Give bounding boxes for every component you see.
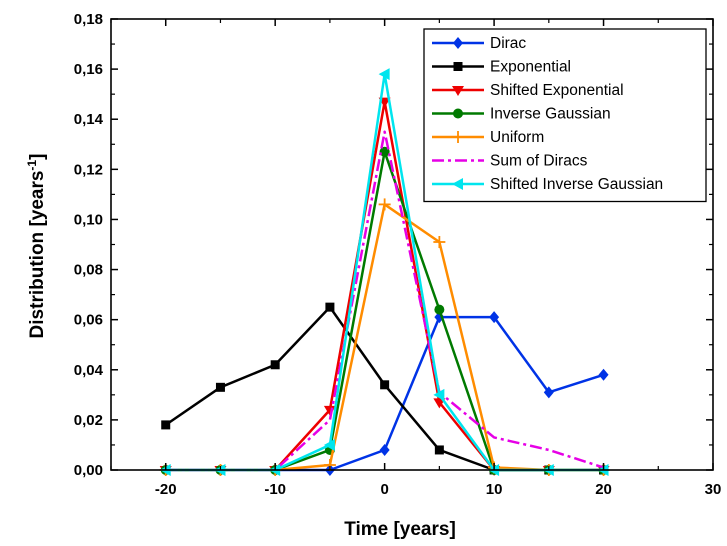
data-point bbox=[325, 302, 335, 312]
data-point bbox=[598, 368, 609, 381]
y-tick-label: 0,00 bbox=[74, 462, 103, 479]
legend-entry: Shifted Exponential bbox=[432, 82, 624, 99]
legend-label: Shifted Inverse Gaussian bbox=[490, 176, 663, 193]
data-point bbox=[378, 198, 391, 211]
legend-label: Sum of Diracs bbox=[490, 153, 588, 170]
legend: Dirac Exponential Shifted Exponential Inver… bbox=[423, 28, 707, 203]
x-tick-label: 10 bbox=[486, 481, 503, 498]
x-tick-label: -10 bbox=[264, 481, 286, 498]
legend-label: Shifted Exponential bbox=[490, 82, 624, 99]
y-tick-label: 0,04 bbox=[74, 362, 104, 379]
y-tick-label: 0,10 bbox=[74, 211, 103, 228]
y-tick-label: 0,16 bbox=[74, 61, 103, 78]
legend-label: Dirac bbox=[490, 35, 526, 52]
x-axis-title: Time [years] bbox=[344, 519, 456, 540]
data-point bbox=[378, 68, 390, 81]
y-tick-label: 0,18 bbox=[74, 11, 103, 28]
data-point bbox=[323, 438, 335, 451]
data-point bbox=[215, 382, 225, 392]
legend-marker bbox=[452, 86, 464, 96]
y-tick-label: 0,12 bbox=[74, 161, 103, 178]
x-tick-label: 30 bbox=[705, 481, 722, 498]
legend-entry: Sum of Diracs bbox=[432, 153, 588, 170]
data-point bbox=[434, 445, 444, 455]
y-axis-title-superscript: -1 bbox=[25, 160, 39, 171]
legend-entry: Exponential bbox=[432, 59, 571, 76]
y-tick-label: 0,08 bbox=[74, 262, 103, 279]
data-point bbox=[489, 311, 500, 324]
legend-entry: Uniform bbox=[432, 129, 544, 146]
y-axis-title-close: ] bbox=[27, 154, 48, 160]
legend-entry: Inverse Gaussian bbox=[432, 106, 611, 123]
data-point bbox=[543, 386, 554, 399]
axes-layer: -20 -10 0 10 20 30 0,00 0,02 0,04 0,06 0,08 0,10 0,1… bbox=[74, 11, 722, 498]
legend-label: Inverse Gaussian bbox=[490, 106, 611, 123]
data-point bbox=[433, 388, 445, 401]
legend-marker bbox=[453, 62, 463, 71]
data-point bbox=[434, 304, 445, 315]
data-point bbox=[380, 380, 390, 390]
legend-marker bbox=[453, 37, 463, 49]
data-point bbox=[270, 360, 280, 370]
data-point bbox=[433, 235, 446, 248]
data-point bbox=[379, 443, 390, 456]
legend-entry: Shifted Inverse Gaussian bbox=[432, 176, 663, 193]
legend-label: Exponential bbox=[490, 59, 571, 76]
legend-marker bbox=[452, 131, 464, 143]
y-tick-label: 0,06 bbox=[74, 312, 103, 329]
data-point bbox=[161, 420, 171, 430]
y-tick-label: 0,14 bbox=[74, 111, 104, 128]
x-tick-label: 0 bbox=[380, 481, 388, 498]
legend-label: Uniform bbox=[490, 129, 544, 146]
x-tick-label: 20 bbox=[595, 481, 612, 498]
y-axis-title-main: Distribution [years bbox=[27, 171, 48, 339]
y-tick-label: 0,02 bbox=[74, 412, 103, 429]
legend-entry: Dirac bbox=[432, 35, 526, 52]
legend-marker bbox=[453, 108, 463, 119]
legend-marker bbox=[452, 178, 463, 190]
y-axis-title: Distribution [years-1] bbox=[25, 154, 48, 339]
legend-box bbox=[423, 28, 707, 203]
x-tick-label: -20 bbox=[155, 481, 177, 498]
